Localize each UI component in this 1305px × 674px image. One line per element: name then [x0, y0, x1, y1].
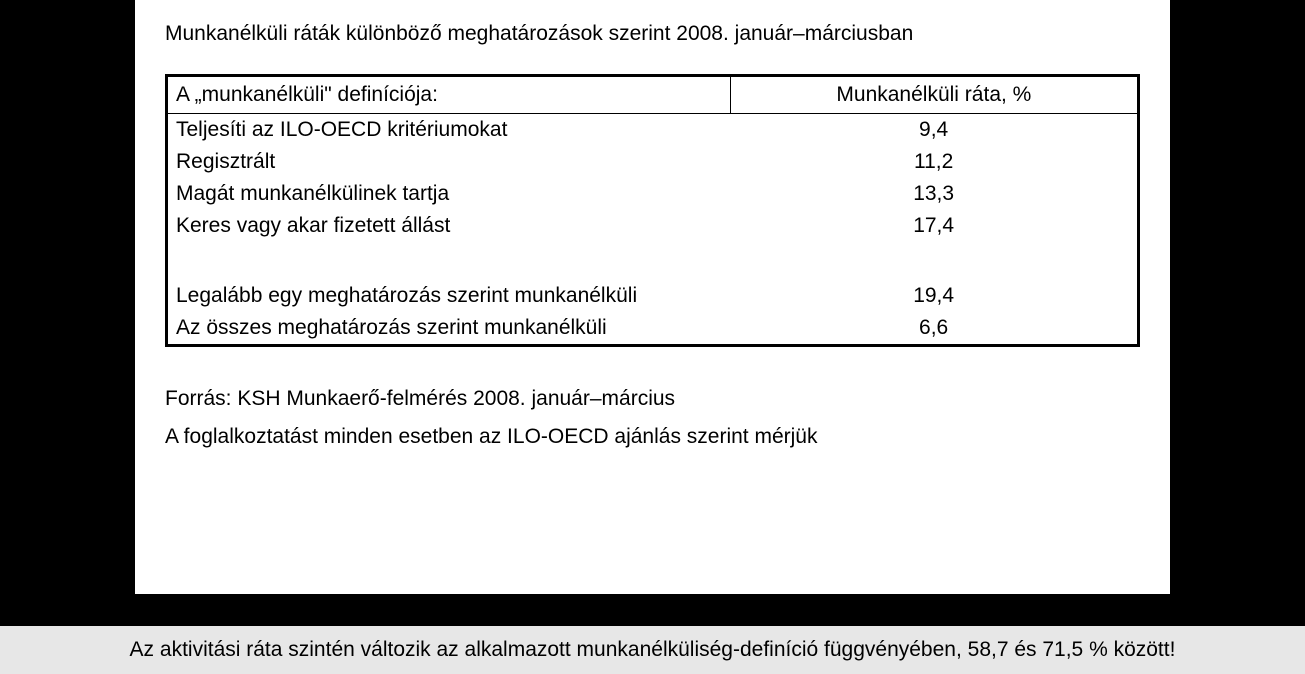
unemployment-table: A „munkanélküli" definíciója: Munkanélkü…: [165, 74, 1140, 347]
content-panel: Munkanélküli ráták különböző meghatározá…: [135, 0, 1170, 594]
table-row: Teljesíti az ILO-OECD kritériumokat 9,4: [167, 114, 1139, 147]
cell-definition: Keres vagy akar fizetett állást: [167, 210, 731, 242]
cell-value: 13,3: [730, 178, 1138, 210]
table-row: Keres vagy akar fizetett állást 17,4: [167, 210, 1139, 242]
cell-definition: Teljesíti az ILO-OECD kritériumokat: [167, 114, 731, 147]
caption-text: Az aktivitási ráta szintén változik az a…: [130, 638, 1176, 662]
table-row: Az összes meghatározás szerint munkanélk…: [167, 312, 1139, 346]
header-definition: A „munkanélküli" definíciója:: [167, 76, 731, 114]
cell-value: 6,6: [730, 312, 1138, 346]
table-row: Regisztrált 11,2: [167, 146, 1139, 178]
table-spacer-row: [167, 242, 1139, 280]
page-title: Munkanélküli ráták különböző meghatározá…: [165, 22, 1140, 46]
cell-definition: Regisztrált: [167, 146, 731, 178]
caption-bar: Az aktivitási ráta szintén változik az a…: [0, 626, 1305, 674]
cell-value: 17,4: [730, 210, 1138, 242]
cell-definition: Legalább egy meghatározás szerint munkan…: [167, 280, 731, 312]
table-row: Magát munkanélkülinek tartja 13,3: [167, 178, 1139, 210]
header-value: Munkanélküli ráta, %: [730, 76, 1138, 114]
cell-value: 19,4: [730, 280, 1138, 312]
footnote-source: Forrás: KSH Munkaerő-felmérés 2008. janu…: [165, 387, 1140, 411]
cell-value: 9,4: [730, 114, 1138, 147]
cell-definition: Az összes meghatározás szerint munkanélk…: [167, 312, 731, 346]
cell-definition: Magát munkanélkülinek tartja: [167, 178, 731, 210]
footnotes: Forrás: KSH Munkaerő-felmérés 2008. janu…: [165, 387, 1140, 449]
table-row: Legalább egy meghatározás szerint munkan…: [167, 280, 1139, 312]
cell-value: 11,2: [730, 146, 1138, 178]
table-header-row: A „munkanélküli" definíciója: Munkanélkü…: [167, 76, 1139, 114]
footnote-method: A foglalkoztatást minden esetben az ILO-…: [165, 425, 1140, 449]
